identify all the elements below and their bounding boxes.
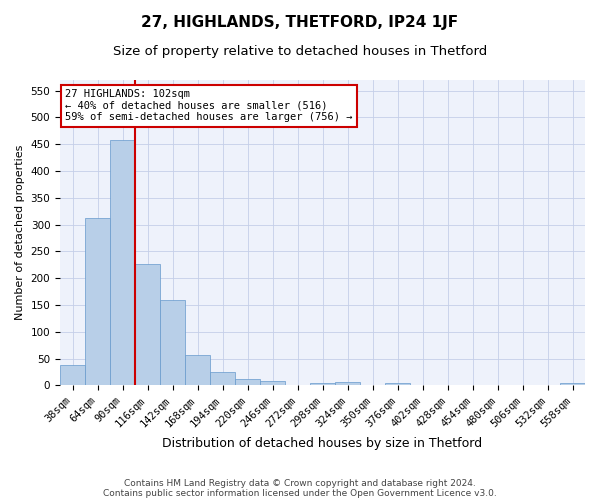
Bar xyxy=(85,218,110,386)
X-axis label: Distribution of detached houses by size in Thetford: Distribution of detached houses by size … xyxy=(163,437,482,450)
Bar xyxy=(560,382,585,386)
Bar xyxy=(160,300,185,386)
Bar xyxy=(110,140,135,386)
Bar xyxy=(260,380,285,386)
Bar xyxy=(60,365,85,386)
Text: Contains public sector information licensed under the Open Government Licence v3: Contains public sector information licen… xyxy=(103,488,497,498)
Bar xyxy=(310,382,335,386)
Bar xyxy=(235,380,260,386)
Text: 27, HIGHLANDS, THETFORD, IP24 1JF: 27, HIGHLANDS, THETFORD, IP24 1JF xyxy=(142,15,458,30)
Bar xyxy=(335,382,360,386)
Y-axis label: Number of detached properties: Number of detached properties xyxy=(15,145,25,320)
Text: 27 HIGHLANDS: 102sqm
← 40% of detached houses are smaller (516)
59% of semi-deta: 27 HIGHLANDS: 102sqm ← 40% of detached h… xyxy=(65,89,353,122)
Text: Size of property relative to detached houses in Thetford: Size of property relative to detached ho… xyxy=(113,45,487,58)
Text: Contains HM Land Registry data © Crown copyright and database right 2024.: Contains HM Land Registry data © Crown c… xyxy=(124,478,476,488)
Bar xyxy=(210,372,235,386)
Bar xyxy=(385,382,410,386)
Bar xyxy=(185,355,210,386)
Bar xyxy=(135,264,160,386)
